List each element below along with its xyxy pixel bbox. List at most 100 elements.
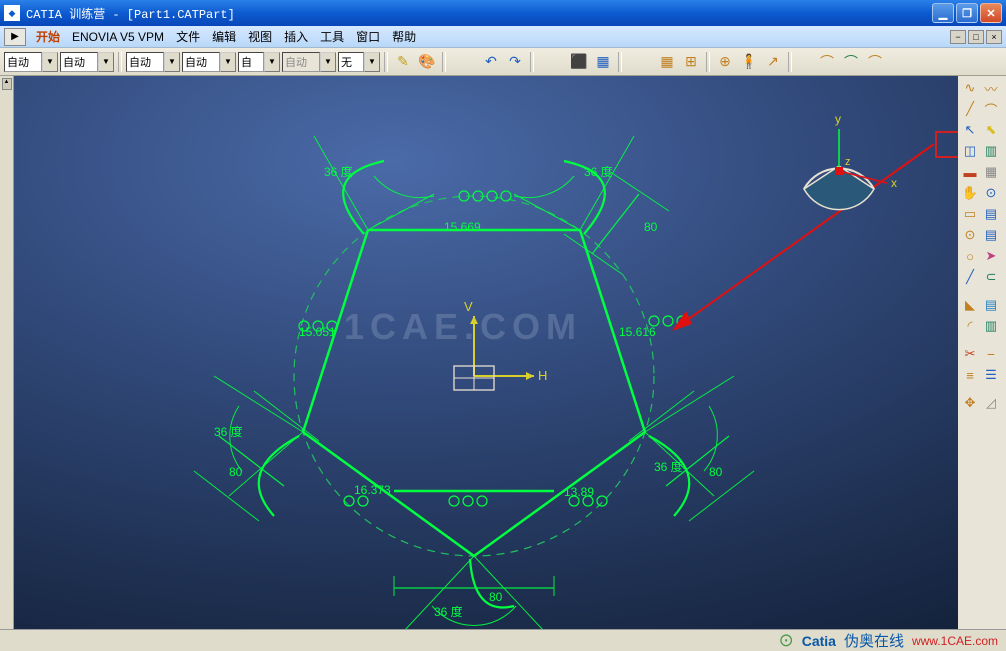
vertical-ruler[interactable]: ▲ <box>0 76 14 646</box>
combo-5-input[interactable] <box>238 52 264 72</box>
brush-icon[interactable]: ✎ <box>392 51 414 73</box>
palette-icon[interactable]: 🎨 <box>416 51 438 73</box>
brand-text-2: 伪奥在线 <box>844 630 904 651</box>
combo-2-input[interactable] <box>60 52 98 72</box>
toolbar-spacer <box>960 386 1004 392</box>
arc1-icon[interactable]: ⌒ <box>816 51 838 73</box>
target-icon[interactable]: ⊙ <box>960 225 980 245</box>
slash-icon[interactable]: ╱ <box>960 267 980 287</box>
menu-window[interactable]: 窗口 <box>350 28 386 45</box>
corner-icon[interactable]: ◿ <box>981 393 1001 413</box>
redo-icon[interactable]: ↷ <box>504 51 526 73</box>
person-icon[interactable]: 🧍 <box>738 51 760 73</box>
book-icon[interactable]: ▤ <box>981 295 1001 315</box>
combo-4-input[interactable] <box>182 52 220 72</box>
box-icon[interactable]: ⬛ <box>568 51 590 73</box>
zoom-icon[interactable]: ⊙ <box>981 183 1001 203</box>
svg-text:H: H <box>538 368 547 383</box>
plane-icon[interactable]: ◫ <box>960 141 980 161</box>
combo-5[interactable]: ▼ <box>238 52 280 72</box>
menu-insert[interactable]: 插入 <box>278 28 314 45</box>
combo-3-dd[interactable]: ▼ <box>164 52 180 72</box>
combo-2[interactable]: ▼ <box>60 52 114 72</box>
profile-tool-icon[interactable]: ∿ <box>960 78 980 98</box>
combo-3-input[interactable] <box>126 52 164 72</box>
combo-3[interactable]: ▼ <box>126 52 180 72</box>
undo-icon[interactable]: ↶ <box>480 51 502 73</box>
offset-icon[interactable]: ≡ <box>960 365 980 385</box>
combo-7-input[interactable] <box>338 52 364 72</box>
start-button[interactable]: ▶ <box>4 28 26 46</box>
arc3-icon[interactable]: ⌒ <box>864 51 886 73</box>
trim2-icon[interactable]: ⎯ <box>981 344 1001 364</box>
svg-text:36 度: 36 度 <box>434 604 463 619</box>
grid-tool-icon[interactable]: ▦ <box>981 162 1001 182</box>
mdi-close-button[interactable]: × <box>986 30 1002 44</box>
center-axes: H V <box>454 299 547 390</box>
right-toolbar: ∿ 〰 ╱ ⌒ ↖ ⬉ ◫ ▥ ▬ ▦ ✋ ⊙ ▭ ▤ ⊙ ▤ ○ ➤ ╱ ⊂ … <box>958 76 1006 648</box>
cursor-icon[interactable]: ↖ <box>960 120 980 140</box>
conic-icon[interactable]: ⊂ <box>981 267 1001 287</box>
search-icon[interactable]: ⊕ <box>714 51 736 73</box>
fillet-icon[interactable]: ◜ <box>960 316 980 336</box>
svg-text:x: x <box>891 176 897 190</box>
ruler-handle[interactable]: ▲ <box>2 78 12 90</box>
combo-7[interactable]: ▼ <box>338 52 380 72</box>
toolbar-sep <box>530 52 534 72</box>
svg-text:80: 80 <box>644 220 658 234</box>
move-icon[interactable]: ✥ <box>960 393 980 413</box>
pointer-icon[interactable]: ➤ <box>981 246 1001 266</box>
combo-6-input <box>282 52 320 72</box>
menu-edit[interactable]: 编辑 <box>206 28 242 45</box>
combo-1-input[interactable] <box>4 52 42 72</box>
combo-2-dd[interactable]: ▼ <box>98 52 114 72</box>
combo-7-dd[interactable]: ▼ <box>364 52 380 72</box>
menu-tools[interactable]: 工具 <box>314 28 350 45</box>
close-button[interactable]: ✕ <box>980 3 1002 23</box>
circle-tool-icon[interactable]: ○ <box>960 246 980 266</box>
grid-icon[interactable]: ▦ <box>656 51 678 73</box>
callout-arrow <box>672 144 934 331</box>
trim-icon[interactable]: ✂ <box>960 344 980 364</box>
rect-tool-icon[interactable]: ▭ <box>960 204 980 224</box>
list-icon[interactable]: ☰ <box>981 365 1001 385</box>
doc-icon[interactable]: ▥ <box>981 316 1001 336</box>
canvas[interactable]: 1CAE.COM <box>14 76 958 646</box>
menu-enovia[interactable]: ENOVIA V5 VPM <box>66 30 170 44</box>
mdi-max-button[interactable]: □ <box>968 30 984 44</box>
workarea: ▲ 1CAE.COM <box>0 76 1006 651</box>
svg-text:36 度: 36 度 <box>324 164 353 179</box>
titlebar: ◆ CATIA 训练营 - [Part1.CATPart] ▁ ❐ ✕ <box>0 0 1006 26</box>
mdi-min-button[interactable]: − <box>950 30 966 44</box>
grid2-icon[interactable]: ⊞ <box>680 51 702 73</box>
window-title: CATIA 训练营 - [Part1.CATPart] <box>26 5 235 22</box>
svg-text:80: 80 <box>229 465 243 479</box>
hand-icon[interactable]: ✋ <box>960 183 980 203</box>
combo-4[interactable]: ▼ <box>182 52 236 72</box>
menu-view[interactable]: 视图 <box>242 28 278 45</box>
combo-4-dd[interactable]: ▼ <box>220 52 236 72</box>
combo-1-dd[interactable]: ▼ <box>42 52 58 72</box>
toolbar-sep <box>384 52 388 72</box>
mirror-icon[interactable]: ▥ <box>981 141 1001 161</box>
arc-tool-icon[interactable]: ⌒ <box>981 99 1001 119</box>
minimize-button[interactable]: ▁ <box>932 3 954 23</box>
menu-help[interactable]: 帮助 <box>386 28 422 45</box>
wireframe-icon[interactable]: ▦ <box>592 51 614 73</box>
arc2-icon[interactable]: ⌒ <box>840 51 862 73</box>
select-icon[interactable]: ⬉ <box>981 120 1001 140</box>
menu-start[interactable]: 开始 <box>30 28 66 45</box>
block-icon[interactable]: ▬ <box>960 162 980 182</box>
line-tool-icon[interactable]: ╱ <box>960 99 980 119</box>
menu-file[interactable]: 文件 <box>170 28 206 45</box>
svg-text:y: y <box>835 112 841 126</box>
layers-icon[interactable]: ▤ <box>981 225 1001 245</box>
arrow-tool-icon[interactable]: ↗ <box>762 51 784 73</box>
sheet-icon[interactable]: ▤ <box>981 204 1001 224</box>
chamfer-icon[interactable]: ◣ <box>960 295 980 315</box>
spline-tool-icon[interactable]: 〰 <box>981 78 1001 98</box>
combo-1[interactable]: ▼ <box>4 52 58 72</box>
restore-button[interactable]: ❐ <box>956 3 978 23</box>
combo-5-dd[interactable]: ▼ <box>264 52 280 72</box>
compass[interactable]: y x z <box>804 112 897 210</box>
